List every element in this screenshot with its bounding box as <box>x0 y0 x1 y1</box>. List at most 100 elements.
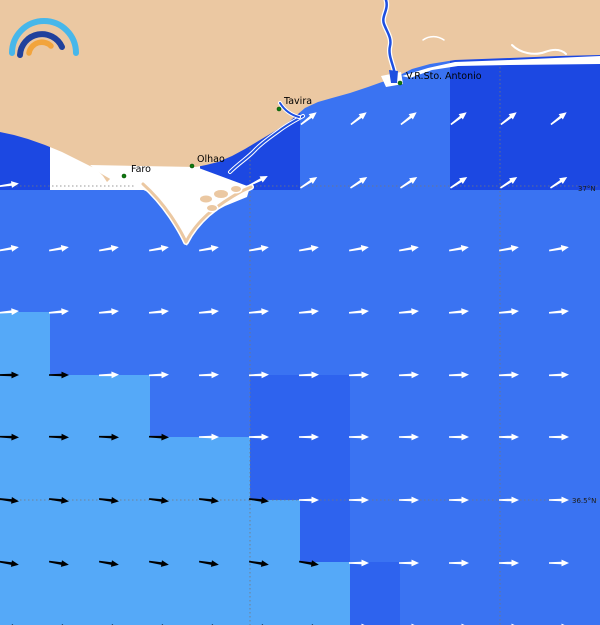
direction-arrow <box>48 433 69 441</box>
direction-arrow <box>400 112 417 126</box>
island-3 <box>231 186 241 192</box>
city-label-tavira: Tavira <box>283 96 312 107</box>
direction-arrow <box>98 560 119 567</box>
tavira-inlet <box>279 102 300 118</box>
direction-arrow <box>198 497 219 504</box>
direction-arrow <box>249 176 268 186</box>
direction-arrow <box>349 433 369 441</box>
direction-arrow <box>500 177 518 189</box>
direction-arrow <box>298 371 319 379</box>
direction-arrow <box>48 308 69 316</box>
direction-arrow <box>499 433 519 441</box>
direction-arrow <box>98 371 119 379</box>
direction-arrow <box>298 308 319 316</box>
island-2 <box>214 190 228 198</box>
direction-arrow <box>398 308 419 316</box>
direction-arrow <box>400 177 418 189</box>
direction-arrow <box>349 496 369 504</box>
direction-arrow <box>348 308 369 316</box>
direction-arrow <box>350 177 368 189</box>
direction-arrow <box>148 245 169 252</box>
direction-arrow <box>148 433 169 441</box>
coastal-creek-small <box>422 35 445 41</box>
direction-arrow <box>499 559 519 567</box>
city-dot-tavira <box>276 106 282 112</box>
direction-arrow <box>148 371 169 379</box>
direction-arrow <box>98 497 119 504</box>
sea-cell-m2 <box>250 375 350 437</box>
direction-arrow <box>448 245 469 252</box>
direction-arrow <box>498 245 519 252</box>
lagoon-white <box>90 165 250 246</box>
direction-arrow <box>0 308 19 316</box>
direction-arrow <box>198 560 219 567</box>
direction-arrow <box>348 245 369 252</box>
direction-arrow <box>499 496 519 504</box>
direction-arrow <box>300 112 317 126</box>
direction-arrow <box>449 433 469 441</box>
direction-arrow <box>248 560 269 567</box>
direction-arrow <box>298 245 319 252</box>
direction-arrow <box>399 559 419 567</box>
direction-arrow <box>0 181 19 188</box>
lagoon-channel <box>229 115 304 173</box>
direction-arrow <box>449 559 469 567</box>
direction-arrow <box>548 245 569 252</box>
guadiana-river <box>382 0 398 80</box>
direction-arrow <box>498 371 519 379</box>
guadiana-mouth <box>389 70 398 83</box>
mainland <box>0 0 600 182</box>
direction-arrow <box>248 371 269 379</box>
direction-arrow <box>300 177 318 189</box>
direction-arrow <box>399 496 419 504</box>
direction-arrow <box>549 433 569 441</box>
island-1 <box>200 195 212 203</box>
direction-arrow <box>549 496 569 504</box>
direction-arrow <box>48 245 69 252</box>
direction-arrow <box>249 433 269 441</box>
logo-arc-inner <box>26 39 54 56</box>
island-4 <box>207 205 217 211</box>
direction-arrow <box>548 371 569 379</box>
sea-cell-d <box>450 50 600 190</box>
direction-arrow <box>0 497 19 504</box>
direction-arrow <box>198 371 219 379</box>
city-label-v-r-sto-antonio: V.R.Sto. Antonio <box>406 71 482 82</box>
direction-arrow <box>198 245 219 252</box>
direction-arrow <box>299 496 319 504</box>
direction-arrow <box>348 371 369 379</box>
direction-arrow <box>0 560 19 567</box>
city-dot-faro <box>121 173 127 179</box>
direction-arrow <box>299 433 319 441</box>
city-label-olhao: Olhao <box>197 154 225 165</box>
direction-arrow <box>448 371 469 379</box>
direction-arrow <box>500 112 517 126</box>
direction-arrow <box>48 497 69 504</box>
direction-arrow <box>148 308 169 316</box>
direction-arrow <box>248 245 269 252</box>
latitude-label: 36.5°N <box>572 497 596 505</box>
logo-arc-outer <box>9 18 79 56</box>
direction-arrow <box>398 245 419 252</box>
direction-arrow <box>248 308 269 316</box>
city-dot-v-r-sto-antonio <box>397 80 403 86</box>
direction-arrow <box>449 496 469 504</box>
direction-arrow <box>349 559 369 567</box>
direction-arrow <box>48 560 69 567</box>
direction-arrow <box>98 245 119 252</box>
direction-arrow <box>498 308 519 316</box>
coastal-strip-white <box>402 56 600 78</box>
coastal-creek-east <box>511 44 567 55</box>
direction-arrow <box>398 371 419 379</box>
direction-arrow <box>148 560 169 567</box>
direction-arrow <box>49 371 69 379</box>
city-dot-olhao <box>189 163 195 169</box>
direction-arrow <box>0 433 19 441</box>
direction-arrow <box>198 308 219 316</box>
direction-arrow <box>399 433 419 441</box>
sea-cell-l <box>0 562 350 625</box>
sea-cell-m2 <box>300 500 350 562</box>
direction-arrow <box>450 112 467 126</box>
